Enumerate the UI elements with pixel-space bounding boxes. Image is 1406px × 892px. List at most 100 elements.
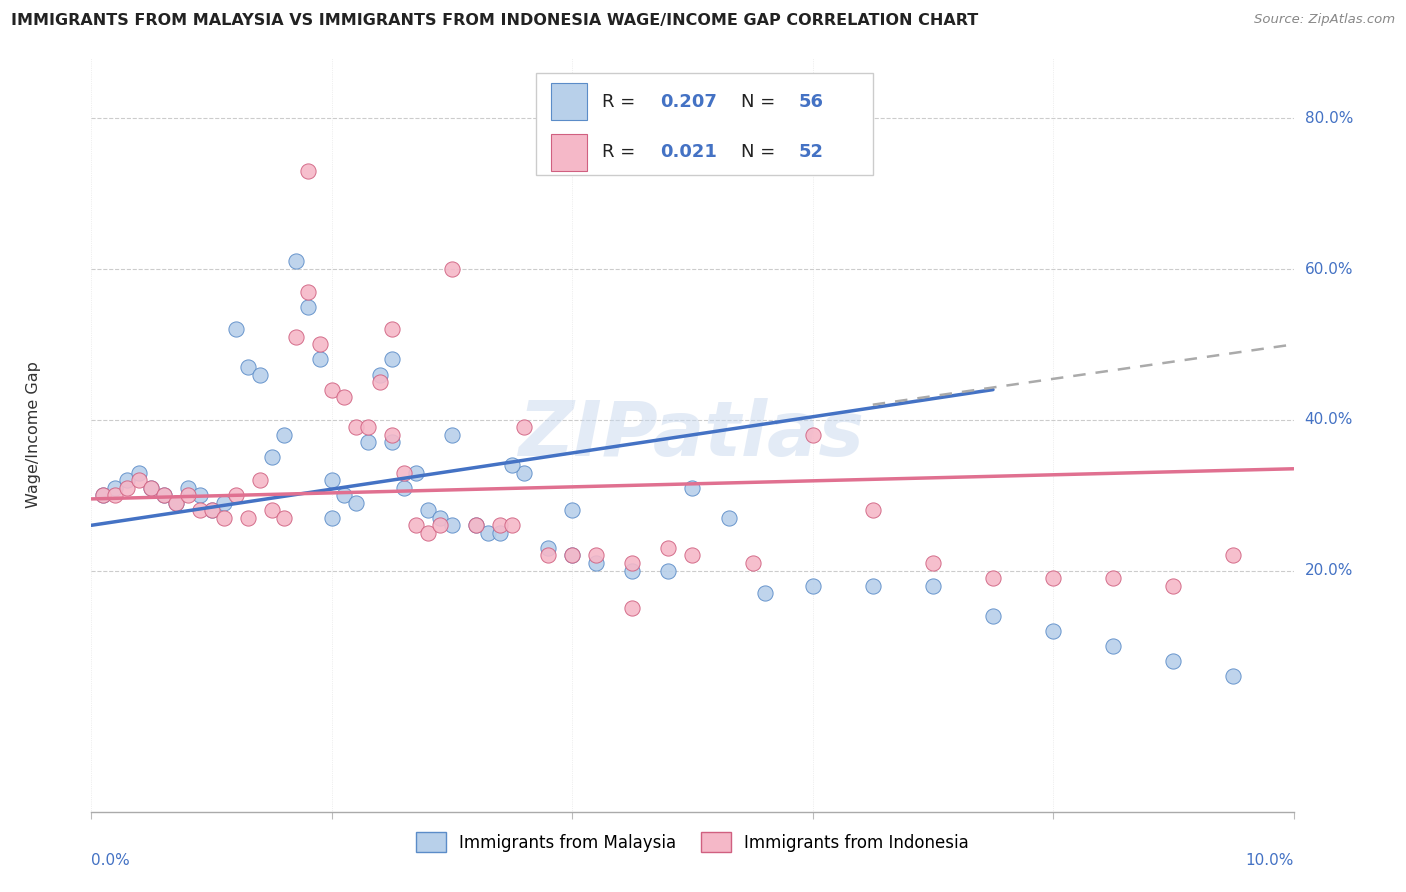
Point	[754, 586, 776, 600]
Point	[321, 383, 343, 397]
Point	[128, 466, 150, 480]
Point	[429, 510, 451, 524]
Point	[152, 488, 174, 502]
Point	[236, 510, 259, 524]
Point	[321, 473, 343, 487]
Text: R =: R =	[602, 93, 641, 111]
Point	[922, 556, 945, 570]
Point	[657, 541, 679, 555]
Point	[273, 428, 295, 442]
Point	[489, 525, 512, 540]
Text: 0.207: 0.207	[659, 93, 717, 111]
Point	[141, 481, 163, 495]
Point	[501, 518, 523, 533]
Point	[176, 488, 198, 502]
Point	[416, 525, 439, 540]
Point	[188, 503, 211, 517]
Text: Wage/Income Gap: Wage/Income Gap	[27, 361, 41, 508]
Point	[368, 375, 391, 389]
Point	[333, 390, 356, 404]
Point	[440, 428, 463, 442]
Point	[165, 496, 187, 510]
Point	[477, 525, 499, 540]
Text: 0.0%: 0.0%	[91, 853, 131, 868]
Point	[1161, 579, 1184, 593]
Point	[657, 564, 679, 578]
Point	[176, 481, 198, 495]
Point	[501, 458, 523, 472]
Text: 60.0%: 60.0%	[1305, 261, 1353, 277]
Text: 0.021: 0.021	[659, 144, 717, 161]
Point	[440, 518, 463, 533]
Point	[862, 579, 884, 593]
Point	[344, 496, 367, 510]
Point	[429, 518, 451, 533]
Point	[368, 368, 391, 382]
Point	[321, 510, 343, 524]
Point	[585, 549, 607, 563]
Point	[537, 541, 560, 555]
Bar	[551, 84, 586, 120]
Point	[381, 435, 404, 450]
Point	[440, 262, 463, 277]
Point	[621, 556, 644, 570]
Text: IMMIGRANTS FROM MALAYSIA VS IMMIGRANTS FROM INDONESIA WAGE/INCOME GAP CORRELATIO: IMMIGRANTS FROM MALAYSIA VS IMMIGRANTS F…	[11, 13, 979, 29]
Point	[260, 503, 283, 517]
Point	[152, 488, 174, 502]
Point	[284, 254, 307, 268]
Point	[561, 503, 583, 517]
Point	[381, 352, 404, 367]
Point	[236, 359, 259, 374]
Point	[297, 164, 319, 178]
Point	[165, 496, 187, 510]
Point	[117, 481, 139, 495]
Point	[561, 549, 583, 563]
Point	[1222, 549, 1244, 563]
Point	[513, 466, 536, 480]
Point	[681, 481, 703, 495]
Point	[1042, 571, 1064, 585]
Point	[489, 518, 512, 533]
Point	[381, 428, 404, 442]
Text: R =: R =	[602, 144, 641, 161]
Point	[741, 556, 763, 570]
Text: 80.0%: 80.0%	[1305, 111, 1353, 126]
Point	[128, 473, 150, 487]
Point	[405, 518, 427, 533]
Point	[260, 450, 283, 465]
Point	[225, 322, 247, 336]
Point	[357, 435, 380, 450]
Point	[1102, 639, 1125, 653]
Point	[93, 488, 115, 502]
Text: 56: 56	[799, 93, 824, 111]
Point	[537, 549, 560, 563]
Point	[561, 549, 583, 563]
Point	[416, 503, 439, 517]
Point	[405, 466, 427, 480]
Point	[225, 488, 247, 502]
Text: Source: ZipAtlas.com: Source: ZipAtlas.com	[1254, 13, 1395, 27]
Point	[465, 518, 488, 533]
Point	[392, 466, 415, 480]
Point	[201, 503, 224, 517]
Point	[801, 579, 824, 593]
Point	[862, 503, 884, 517]
Point	[284, 330, 307, 344]
Point	[1102, 571, 1125, 585]
Point	[981, 608, 1004, 623]
Point	[249, 368, 271, 382]
Point	[513, 420, 536, 434]
Legend: Immigrants from Malaysia, Immigrants from Indonesia: Immigrants from Malaysia, Immigrants fro…	[408, 824, 977, 860]
Point	[981, 571, 1004, 585]
Point	[465, 518, 488, 533]
Point	[297, 300, 319, 314]
Point	[104, 481, 127, 495]
Bar	[536, 73, 873, 175]
Point	[201, 503, 224, 517]
Point	[212, 510, 235, 524]
Point	[1042, 624, 1064, 638]
Point	[308, 352, 330, 367]
Point	[104, 488, 127, 502]
Point	[93, 488, 115, 502]
Point	[1222, 669, 1244, 683]
